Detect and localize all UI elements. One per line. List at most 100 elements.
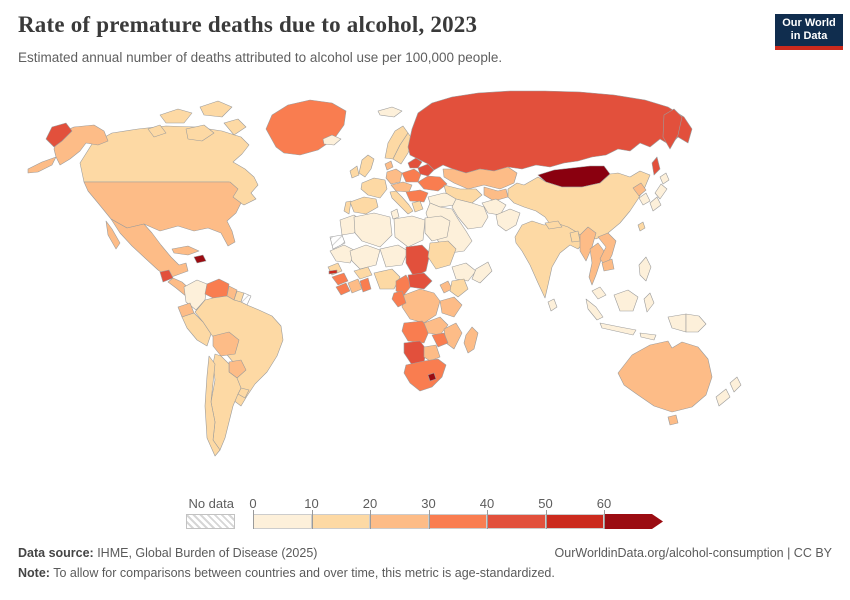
region-denmark[interactable]	[384, 160, 394, 171]
region-new-zealand[interactable]	[729, 376, 742, 393]
region-indonesia[interactable]	[613, 289, 639, 312]
region-canada[interactable]	[159, 108, 193, 124]
region-south-korea[interactable]	[638, 192, 651, 206]
region-botswana[interactable]	[423, 344, 441, 362]
region-thailand[interactable]	[588, 242, 605, 286]
region-australia[interactable]	[667, 414, 679, 426]
region-japan[interactable]	[659, 172, 670, 185]
region-chile[interactable]	[204, 355, 221, 457]
region-united-states[interactable]	[27, 156, 57, 174]
region-venezuela[interactable]	[204, 278, 230, 299]
legend-bin-30-40[interactable]	[428, 514, 487, 529]
region-mexico[interactable]	[110, 218, 189, 279]
region-kazakhstan[interactable]	[442, 166, 518, 190]
legend-bin-60+[interactable]	[604, 514, 663, 529]
region-russia[interactable]	[407, 90, 693, 174]
region-guinea[interactable]	[331, 272, 349, 286]
region-uzbekistan-turkmenistan[interactable]	[443, 184, 483, 204]
region-north-korea[interactable]	[632, 182, 647, 197]
region-algeria[interactable]	[353, 212, 393, 248]
region-mali[interactable]	[349, 244, 381, 270]
region-ethiopia[interactable]	[451, 262, 477, 282]
region-australia[interactable]	[617, 340, 713, 413]
region-spain[interactable]	[349, 196, 379, 215]
region-cameroon[interactable]	[395, 274, 413, 296]
region-central-african-republic[interactable]	[407, 272, 433, 290]
legend-bin-20-30[interactable]	[370, 514, 429, 529]
region-belarus[interactable]	[417, 163, 435, 177]
region-kenya[interactable]	[449, 278, 469, 298]
region-western-sahara[interactable]	[329, 234, 346, 250]
owid-link[interactable]: OurWorldinData.org/alcohol-consumption |…	[554, 546, 832, 560]
region-gabon-congo[interactable]	[391, 290, 407, 308]
region-russia[interactable]	[651, 156, 661, 176]
legend-no-data-swatch[interactable]	[186, 514, 235, 529]
region-new-zealand[interactable]	[715, 388, 731, 407]
region-united-kingdom[interactable]	[358, 154, 375, 178]
region-malaysia[interactable]	[591, 286, 607, 300]
region-sudan[interactable]	[427, 240, 457, 270]
region-sierra-leone-liberia[interactable]	[335, 282, 351, 296]
region-chad[interactable]	[405, 244, 431, 278]
region-tunisia[interactable]	[390, 208, 400, 220]
legend-bin-40-50[interactable]	[487, 514, 546, 529]
region-greenland[interactable]	[265, 99, 347, 156]
region-germany[interactable]	[385, 168, 403, 185]
region-ukraine[interactable]	[417, 175, 448, 192]
region-zimbabwe[interactable]	[431, 332, 449, 348]
region-libya[interactable]	[393, 215, 426, 248]
region-sri-lanka[interactable]	[547, 298, 558, 312]
region-italy[interactable]	[389, 190, 414, 215]
region-iran[interactable]	[451, 198, 489, 230]
region-cuba[interactable]	[171, 245, 200, 256]
region-myanmar[interactable]	[579, 226, 597, 262]
region-france[interactable]	[360, 177, 388, 199]
region-russia[interactable]	[662, 108, 683, 150]
owid-logo[interactable]: Our World in Data	[775, 14, 843, 50]
legend-bin-50-60[interactable]	[545, 514, 604, 529]
region-iceland[interactable]	[322, 134, 342, 146]
region-indonesia[interactable]	[667, 313, 687, 333]
region-bolivia[interactable]	[212, 331, 240, 357]
region-niger[interactable]	[379, 244, 409, 268]
region-gambia[interactable]	[328, 269, 338, 275]
region-nepal[interactable]	[544, 220, 563, 230]
region-canada[interactable]	[199, 100, 233, 118]
region-philippines[interactable]	[638, 256, 652, 282]
region-baltics[interactable]	[407, 157, 423, 169]
legend-bin-10-20[interactable]	[311, 514, 370, 529]
region-indonesia[interactable]	[643, 292, 655, 313]
legend-bin-0-10[interactable]	[253, 514, 312, 529]
region-india[interactable]	[514, 220, 586, 299]
region-peru[interactable]	[181, 312, 212, 347]
region-lesotho[interactable]	[427, 372, 437, 382]
region-indonesia[interactable]	[639, 332, 657, 341]
region-madagascar[interactable]	[463, 326, 479, 354]
region-central-europe[interactable]	[390, 181, 413, 193]
region-papua-new-guinea[interactable]	[685, 313, 707, 333]
region-japan[interactable]	[654, 183, 668, 200]
region-portugal[interactable]	[343, 200, 352, 215]
region-vietnam-laos[interactable]	[601, 258, 615, 272]
region-burkina-faso[interactable]	[353, 266, 373, 280]
region-angola[interactable]	[401, 320, 431, 344]
region-pakistan[interactable]	[495, 208, 521, 232]
world-map[interactable]	[0, 85, 850, 485]
region-somalia[interactable]	[471, 261, 493, 284]
region-greece[interactable]	[411, 200, 424, 213]
region-drc[interactable]	[401, 288, 441, 324]
region-romania-balkans[interactable]	[405, 189, 429, 203]
region-indonesia[interactable]	[599, 322, 637, 336]
region-poland[interactable]	[401, 168, 422, 183]
region-ghana[interactable]	[359, 277, 372, 293]
region-canada[interactable]	[147, 124, 167, 138]
region-svalbard[interactable]	[377, 106, 403, 118]
region-mexico[interactable]	[105, 220, 121, 250]
region-south-africa[interactable]	[403, 358, 447, 392]
region-ireland[interactable]	[349, 165, 360, 179]
region-china[interactable]	[637, 221, 646, 232]
region-haiti[interactable]	[193, 254, 207, 264]
region-japan[interactable]	[649, 196, 662, 212]
region-indonesia[interactable]	[585, 298, 604, 321]
region-canada[interactable]	[223, 118, 247, 136]
